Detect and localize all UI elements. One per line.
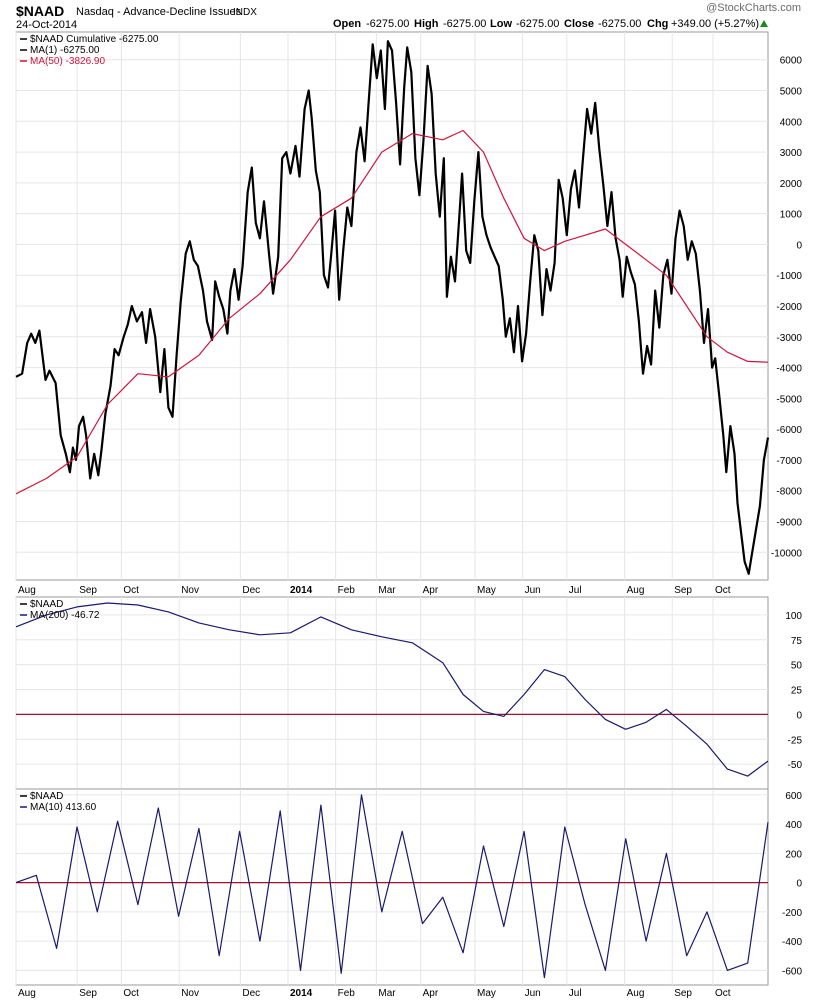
x-tick-label: Sep: [674, 988, 692, 999]
y-tick-label: -400: [782, 937, 802, 948]
x-tick-label: Apr: [423, 988, 439, 999]
y-tick-label: 50: [791, 661, 803, 672]
y-tick-label: -50: [788, 760, 803, 771]
y-tick-label: 100: [785, 611, 802, 622]
close-value: -6275.00: [598, 18, 641, 30]
low-label: Low: [490, 18, 512, 30]
price-panel: 6000 5000 4000 3000 2000 1000 0 -1000 -2000 -3000…: [15, 31, 803, 581]
x-tick-label: Apr: [423, 585, 439, 596]
chg-value: +349.00 (+5.27%): [671, 18, 759, 30]
x-tick-label: May: [477, 988, 496, 999]
y-tick-label: -9000: [776, 518, 802, 529]
x-tick-label: Aug: [18, 988, 36, 999]
x-tick-label: Mar: [378, 988, 396, 999]
x-tick-label: Oct: [123, 585, 139, 596]
legend-entry: $NAAD: [30, 599, 63, 610]
x-tick-label: 2014: [290, 585, 313, 596]
x-tick-label: Sep: [674, 585, 692, 596]
legend-entry: MA(50) -3826.90: [30, 56, 105, 67]
y-tick-label: -25: [788, 735, 803, 746]
y-tick-label: 0: [796, 879, 802, 890]
y-tick-label: -8000: [776, 487, 802, 498]
close-label: Close: [564, 18, 594, 30]
y-tick-label: 600: [785, 791, 802, 802]
legend-entry: MA(1) -6275.00: [30, 45, 100, 56]
x-tick-label: May: [477, 585, 496, 596]
high-label: High: [414, 18, 439, 30]
low-value: -6275.00: [516, 18, 559, 30]
y-tick-label: -2000: [776, 302, 802, 313]
legend-entry: MA(10) 413.60: [30, 802, 97, 813]
x-tick-label: Sep: [79, 988, 97, 999]
up-triangle-icon: [760, 20, 768, 27]
x-tick-label: Jun: [525, 585, 541, 596]
legend-entry: $NAAD: [30, 791, 63, 802]
x-tick-label: Mar: [378, 585, 396, 596]
chart-panels: 6000500040003000200010000-1000-2000-3000…: [15, 31, 803, 999]
high-value: -6275.00: [443, 18, 486, 30]
x-tick-label: Jul: [569, 585, 582, 596]
series-line-ma-50-: [15, 129, 769, 495]
y-tick-label: -600: [782, 966, 802, 977]
y-tick-label: -6000: [776, 425, 802, 436]
open-label: Open: [333, 18, 361, 30]
x-tick-label: Feb: [338, 988, 356, 999]
chg-label: Chg: [647, 18, 668, 30]
x-tick-label: 2014: [290, 988, 313, 999]
ma200-panel-frame: [15, 596, 769, 790]
x-tick-label: Nov: [181, 988, 199, 999]
y-tick-label: 200: [785, 849, 802, 860]
x-tick-label: Oct: [715, 585, 731, 596]
symbol-title: $NAAD: [16, 3, 64, 19]
y-tick-label: 5000: [780, 86, 803, 97]
y-tick-label: 6000: [780, 56, 803, 67]
legend-entry: MA(200) -46.72: [30, 610, 100, 621]
x-tick-label: Oct: [123, 988, 139, 999]
y-tick-label: 0: [796, 240, 802, 251]
x-tick-label: Jun: [525, 988, 541, 999]
ma10-panel-frame: [15, 788, 769, 986]
x-tick-label: Sep: [79, 585, 97, 596]
chart-date: 24-Oct-2014: [16, 19, 77, 31]
y-tick-label: -5000: [776, 394, 802, 405]
y-tick-label: -200: [782, 908, 802, 919]
series-line-ma-10-: [15, 794, 769, 979]
y-tick-label: -4000: [776, 364, 802, 375]
x-tick-label: Aug: [627, 585, 645, 596]
x-tick-label: Nov: [181, 585, 199, 596]
y-tick-label: 2000: [780, 179, 803, 190]
x-tick-label: Jul: [569, 988, 582, 999]
y-tick-label: -3000: [776, 333, 802, 344]
y-tick-label: 1000: [780, 210, 803, 221]
y-tick-label: 25: [791, 686, 803, 697]
series-line-ma-200-: [15, 602, 769, 777]
series-line-ma-1-: [15, 40, 770, 575]
x-tick-label: Feb: [338, 585, 356, 596]
y-tick-label: 75: [791, 636, 803, 647]
y-tick-label: 3000: [780, 148, 803, 159]
exchange-label: INDX: [233, 7, 257, 18]
y-tick-label: 0: [796, 710, 802, 721]
y-tick-label: 400: [785, 820, 802, 831]
legend-entry: $NAAD Cumulative -6275.00: [30, 34, 159, 45]
instrument-name: Nasdaq - Advance-Decline Issues: [76, 6, 242, 18]
x-tick-label: Oct: [715, 988, 731, 999]
x-tick-label: Aug: [18, 585, 36, 596]
y-tick-label: -1000: [776, 271, 802, 282]
x-tick-label: Dec: [242, 988, 260, 999]
y-tick-label: -10000: [771, 548, 803, 559]
open-value: -6275.00: [366, 18, 409, 30]
y-tick-label: 4000: [780, 117, 803, 128]
x-tick-label: Aug: [627, 988, 645, 999]
watermark: @StockCharts.com: [706, 2, 801, 14]
y-tick-label: -7000: [776, 456, 802, 467]
x-tick-label: Dec: [242, 585, 260, 596]
